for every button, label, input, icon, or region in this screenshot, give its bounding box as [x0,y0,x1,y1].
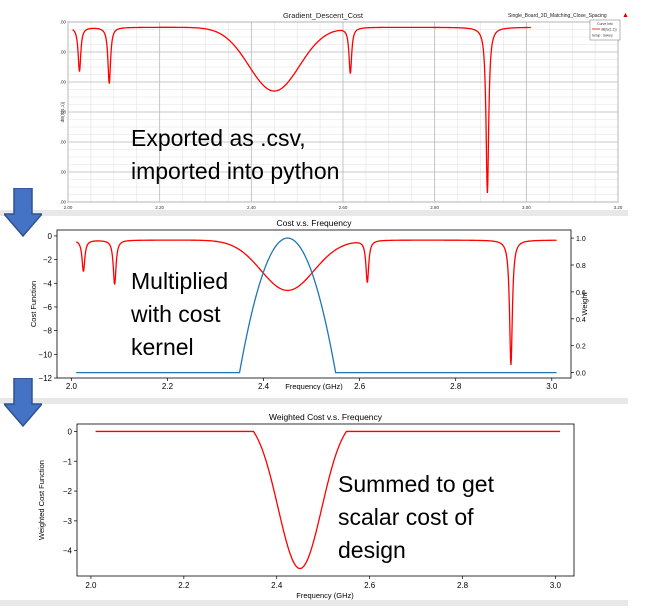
caption-exported: Exported as .csv, imported into python [131,125,340,184]
x-tick-label: 3.00 [522,205,531,210]
series-line-weight [76,237,557,374]
x-tick-label: 2.40 [247,205,256,210]
x-tick-label: 2.6 [364,581,376,590]
x-tick-label: 2.0 [85,581,97,590]
y-tick-label: −6 [43,303,53,312]
y-tick-label: −4 [63,547,73,556]
y-tick-label: -6.00 [60,110,66,115]
chart-cost-vs-frequency: Cost v.s. Frequency 2.0 2.2 2.4 2.6 2.8 3.0 0 −2… [30,218,589,390]
y-tick-label: −8 [43,327,53,336]
y-axis-label: dB(S(1,1)) [60,101,65,122]
legend-header: Curve Info [597,22,613,26]
plot-area [76,423,575,577]
y-tick-label: −10 [38,350,52,359]
ansys-logo-icon: ▲ [622,12,628,19]
y-right-tick-label: 0.0 [576,371,586,378]
x-tick-label: 2.6 [354,382,366,390]
y-tick-label: −12 [38,374,52,383]
x-tick-label: 3.0 [550,581,562,590]
y-tick-label: -4.00 [60,80,66,85]
down-arrow-icon [4,378,42,428]
y-tick-label: 0 [68,427,73,436]
x-tick-label: 2.2 [178,581,190,590]
y-right-axis-label: Weight [580,291,589,315]
series-line-cost [75,239,557,366]
chart-gradient-descent-cost: 2.00 2.20 2.40 2.60 2.80 3.00 3.20 0.00 -2.00 -4.… [60,11,628,210]
chart-title: Gradient_Descent_Cost [283,11,364,20]
series-line-weighted-cost [95,430,561,570]
chart-subtitle: Single_Board_3D_Matching_Close_Spacing [508,13,607,19]
x-tick-label: 2.8 [457,581,469,590]
caption-multiplied: Multiplied with cost kernel [131,268,229,360]
x-tick-label: 2.00 [64,205,73,210]
y-right-tick-label: 1.0 [576,236,586,243]
y-tick-label: −1 [63,457,73,466]
legend-box [589,19,621,41]
chart-weighted-cost: Weighted Cost v.s. Frequency 2.0 2.2 2.4 2.6… [37,412,575,600]
x-axis-label: Frequency (GHz) [296,591,354,600]
y-tick-label: −2 [43,256,53,265]
y-right-tick-label: 0.2 [576,344,586,351]
separator-top [0,210,628,216]
y-axis-label: Weighted Cost Function [37,460,46,540]
chart-title: Weighted Cost v.s. Frequency [269,412,383,422]
series-line-cost [72,26,531,194]
y-tick-label: -12.00 [60,200,66,205]
y-tick-label: -2.00 [60,50,66,55]
x-tick-label: 2.80 [430,205,439,210]
y-tick-label: -8.00 [60,140,66,145]
legend-entry: dB(S(1,1)) [601,28,617,32]
y-tick-label: −3 [63,517,73,526]
x-tick-label: 2.4 [258,382,270,390]
y-right-tick-label: 0.8 [576,263,586,270]
plot-area [56,229,572,379]
y-right-tick-label: 0.4 [576,317,586,324]
y-tick-label: 0.00 [60,20,66,25]
y-right-tick-label: 0.6 [576,290,586,297]
x-tick-label: 2.8 [450,382,462,390]
x-tick-label: 2.20 [155,205,164,210]
separator-middle [0,398,628,404]
x-axis-label: Frequency (GHz) [285,382,343,390]
x-tick-label: 2.60 [339,205,348,210]
x-tick-label: 2.0 [66,382,78,390]
y-tick-label: −4 [43,279,53,288]
y-tick-label: 0 [48,232,53,241]
y-tick-label: −2 [63,487,73,496]
chart-title: Cost v.s. Frequency [277,218,353,228]
x-tick-label: 3.0 [546,382,558,390]
caption-summed: Summed to get scalar cost of design [338,471,494,563]
down-arrow-icon [4,188,42,238]
x-tick-label: 2.2 [162,382,174,390]
legend-setup: Setup : Sweep [592,34,613,38]
x-tick-label: 3.20 [614,205,623,210]
x-tick-label: 2.4 [271,581,283,590]
separator-bottom [0,600,628,606]
y-tick-label: -10.00 [60,170,66,175]
y-axis-label: Cost Function [30,281,38,327]
